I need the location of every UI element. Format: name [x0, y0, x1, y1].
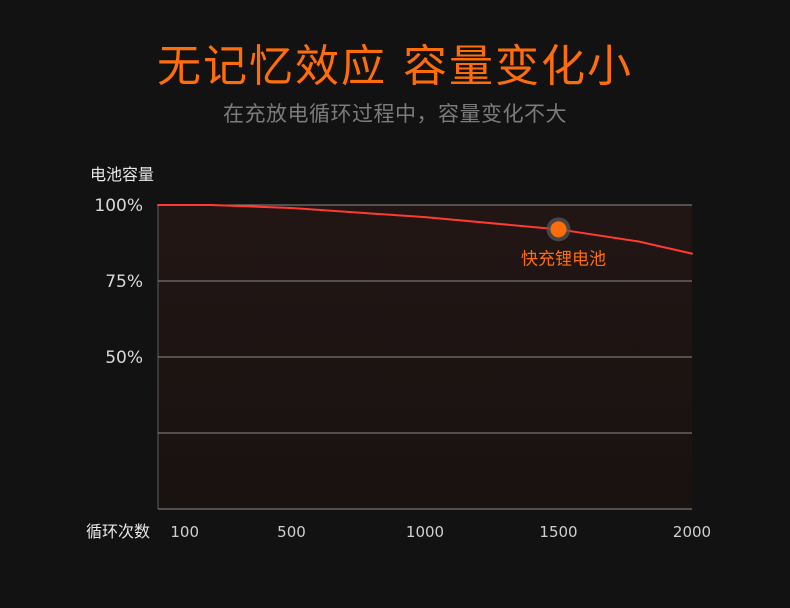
- x-tick-label: 1500: [539, 523, 577, 541]
- highlight-point: [550, 221, 567, 238]
- capacity-line: [157, 204, 693, 255]
- highlight-group: 快充锂电池: [521, 217, 606, 269]
- x-axis-label: 循环次数: [86, 522, 150, 541]
- y-tick-labels: 100% 75% 50%: [94, 196, 143, 368]
- x-tick-label: 2000: [673, 523, 711, 541]
- series-group: [157, 204, 693, 255]
- x-tick-label: 100: [170, 523, 199, 541]
- x-tick-label: 500: [277, 523, 306, 541]
- y-tick-label: 100%: [94, 196, 143, 216]
- highlight-label: 快充锂电池: [521, 249, 606, 269]
- y-tick-label: 50%: [105, 348, 143, 368]
- page-subtitle: 在充放电循环过程中，容量变化不大: [223, 102, 567, 126]
- x-tick-labels: 100 500 1000 1500 2000: [170, 523, 711, 541]
- y-axis-label: 电池容量: [90, 165, 154, 184]
- page-title: 无记忆效应 容量变化小: [157, 41, 633, 92]
- grid-lines: [158, 204, 692, 510]
- x-tick-label: 1000: [406, 523, 444, 541]
- y-tick-label: 75%: [105, 272, 143, 292]
